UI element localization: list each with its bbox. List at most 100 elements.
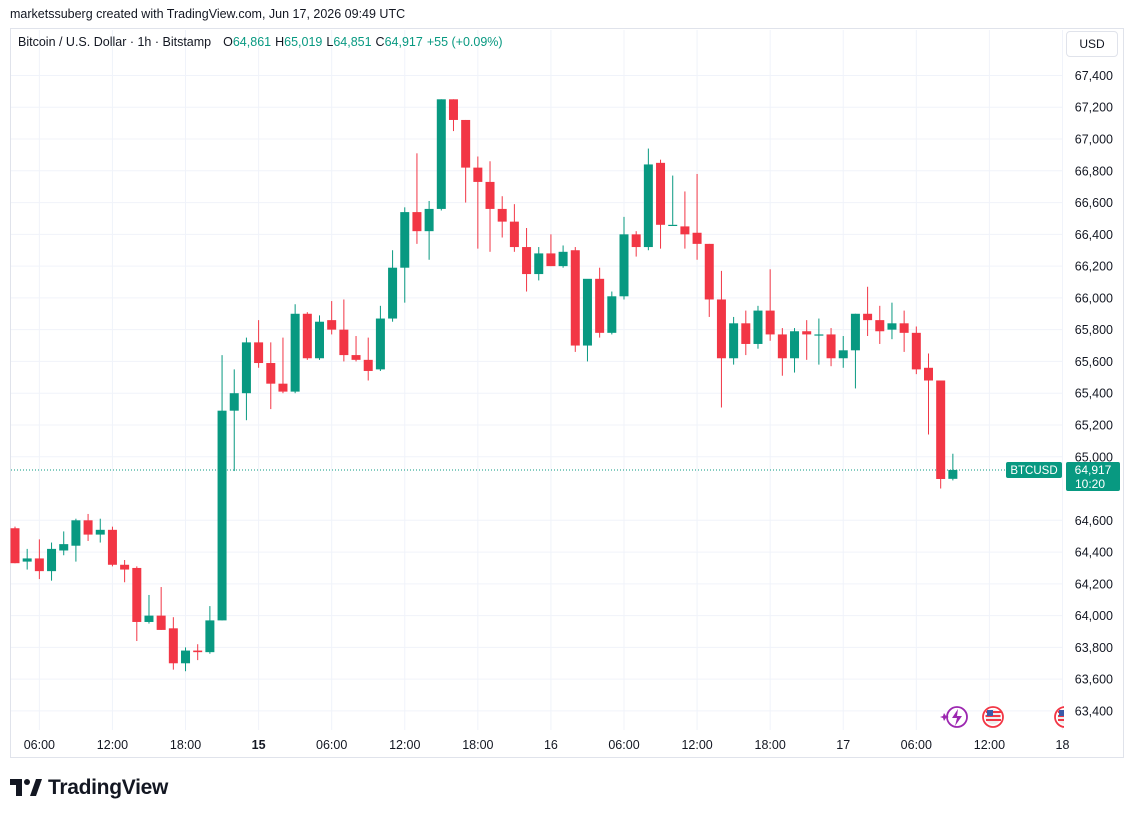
candle[interactable] [448,99,458,132]
candle[interactable] [156,587,166,630]
candle[interactable] [473,156,483,249]
candle[interactable] [631,231,641,257]
candle-body [680,226,690,235]
candle[interactable] [680,191,690,249]
currency-button[interactable]: USD [1066,31,1118,57]
candle[interactable] [241,337,251,421]
candle[interactable] [619,216,629,300]
candle-body [168,628,178,664]
candle[interactable] [22,548,32,570]
low-label: L [326,35,334,49]
candle[interactable] [144,594,154,624]
candle[interactable] [485,161,495,252]
us-flag-economic-event-icon[interactable] [1054,706,1075,728]
candle[interactable] [509,204,519,252]
candle[interactable] [911,326,921,375]
candle[interactable] [753,305,763,349]
price-tick-label: 63,400 [1075,704,1113,718]
price-tick-label: 67,200 [1075,101,1113,115]
candle[interactable] [339,299,349,362]
time-tick-label: 15 [252,738,266,752]
candle[interactable] [254,320,264,368]
candle[interactable] [120,560,130,583]
candle[interactable] [461,119,471,203]
candle[interactable] [522,227,532,292]
time-tick-label: 12:00 [974,738,1005,752]
candle[interactable] [850,313,860,389]
candle[interactable] [887,302,897,340]
tradingview-logo[interactable]: TradingView [10,776,168,800]
candle[interactable] [936,380,946,489]
candle[interactable] [741,310,751,356]
candle[interactable] [765,269,775,341]
candle[interactable] [315,315,324,360]
candle[interactable] [534,247,544,281]
candle[interactable] [400,207,410,303]
price-tick-label: 64,200 [1075,577,1113,591]
candle[interactable] [229,369,239,472]
candle[interactable] [814,318,824,365]
candle-body [631,234,641,248]
candle[interactable] [168,617,178,670]
candle[interactable] [729,316,739,365]
candle[interactable] [790,328,800,373]
candle[interactable] [424,200,434,260]
candle[interactable] [838,336,848,368]
candle[interactable] [412,153,422,244]
candle[interactable] [668,175,678,227]
candle[interactable] [107,526,117,567]
candle[interactable] [436,99,446,211]
candle[interactable] [692,173,702,260]
candle[interactable] [193,644,203,661]
us-flag-economic-event-icon[interactable] [982,706,1004,728]
candle[interactable] [59,531,69,556]
candle[interactable] [375,305,385,371]
candle[interactable] [558,245,568,268]
candle[interactable] [582,278,592,362]
candle[interactable] [570,247,580,352]
candle[interactable] [948,453,958,481]
candle[interactable] [278,337,288,394]
candle[interactable] [643,148,653,251]
candle[interactable] [924,353,933,435]
candle[interactable] [595,267,605,338]
candle-body [205,620,215,653]
candle[interactable] [899,310,909,352]
candle[interactable] [95,518,105,543]
candle[interactable] [47,542,57,581]
candle[interactable] [826,328,836,367]
candle[interactable] [205,606,215,654]
price-tick-label: 64,000 [1075,609,1113,623]
candle[interactable] [704,243,714,317]
candle[interactable] [546,234,556,267]
candle[interactable] [132,566,142,642]
candle[interactable] [71,518,81,562]
candle[interactable] [716,270,726,408]
candle[interactable] [266,342,276,410]
candle-body [692,232,702,244]
candle[interactable] [181,647,191,672]
candle[interactable] [302,312,312,360]
chart-credit-text: marketssuberg created with TradingView.c… [10,7,406,21]
candle-body [497,208,507,222]
candle[interactable] [290,304,300,394]
candle[interactable] [497,196,507,238]
candle[interactable] [863,286,873,337]
candle[interactable] [802,320,812,360]
candle[interactable] [217,355,227,621]
candle[interactable] [388,250,398,322]
candle[interactable] [363,337,373,381]
symbol-description[interactable]: Bitcoin / U.S. Dollar · 1h · Bitstamp [18,35,212,49]
candle[interactable] [83,513,93,541]
candle-body [351,355,361,360]
candle[interactable] [351,336,361,362]
candle[interactable] [10,526,20,564]
candle[interactable] [875,305,885,344]
lightning-event-icon[interactable] [940,706,968,728]
candle[interactable] [34,539,44,580]
candle[interactable] [777,328,787,376]
candle[interactable] [656,159,666,249]
candle[interactable] [327,301,337,335]
candle[interactable] [607,291,617,335]
